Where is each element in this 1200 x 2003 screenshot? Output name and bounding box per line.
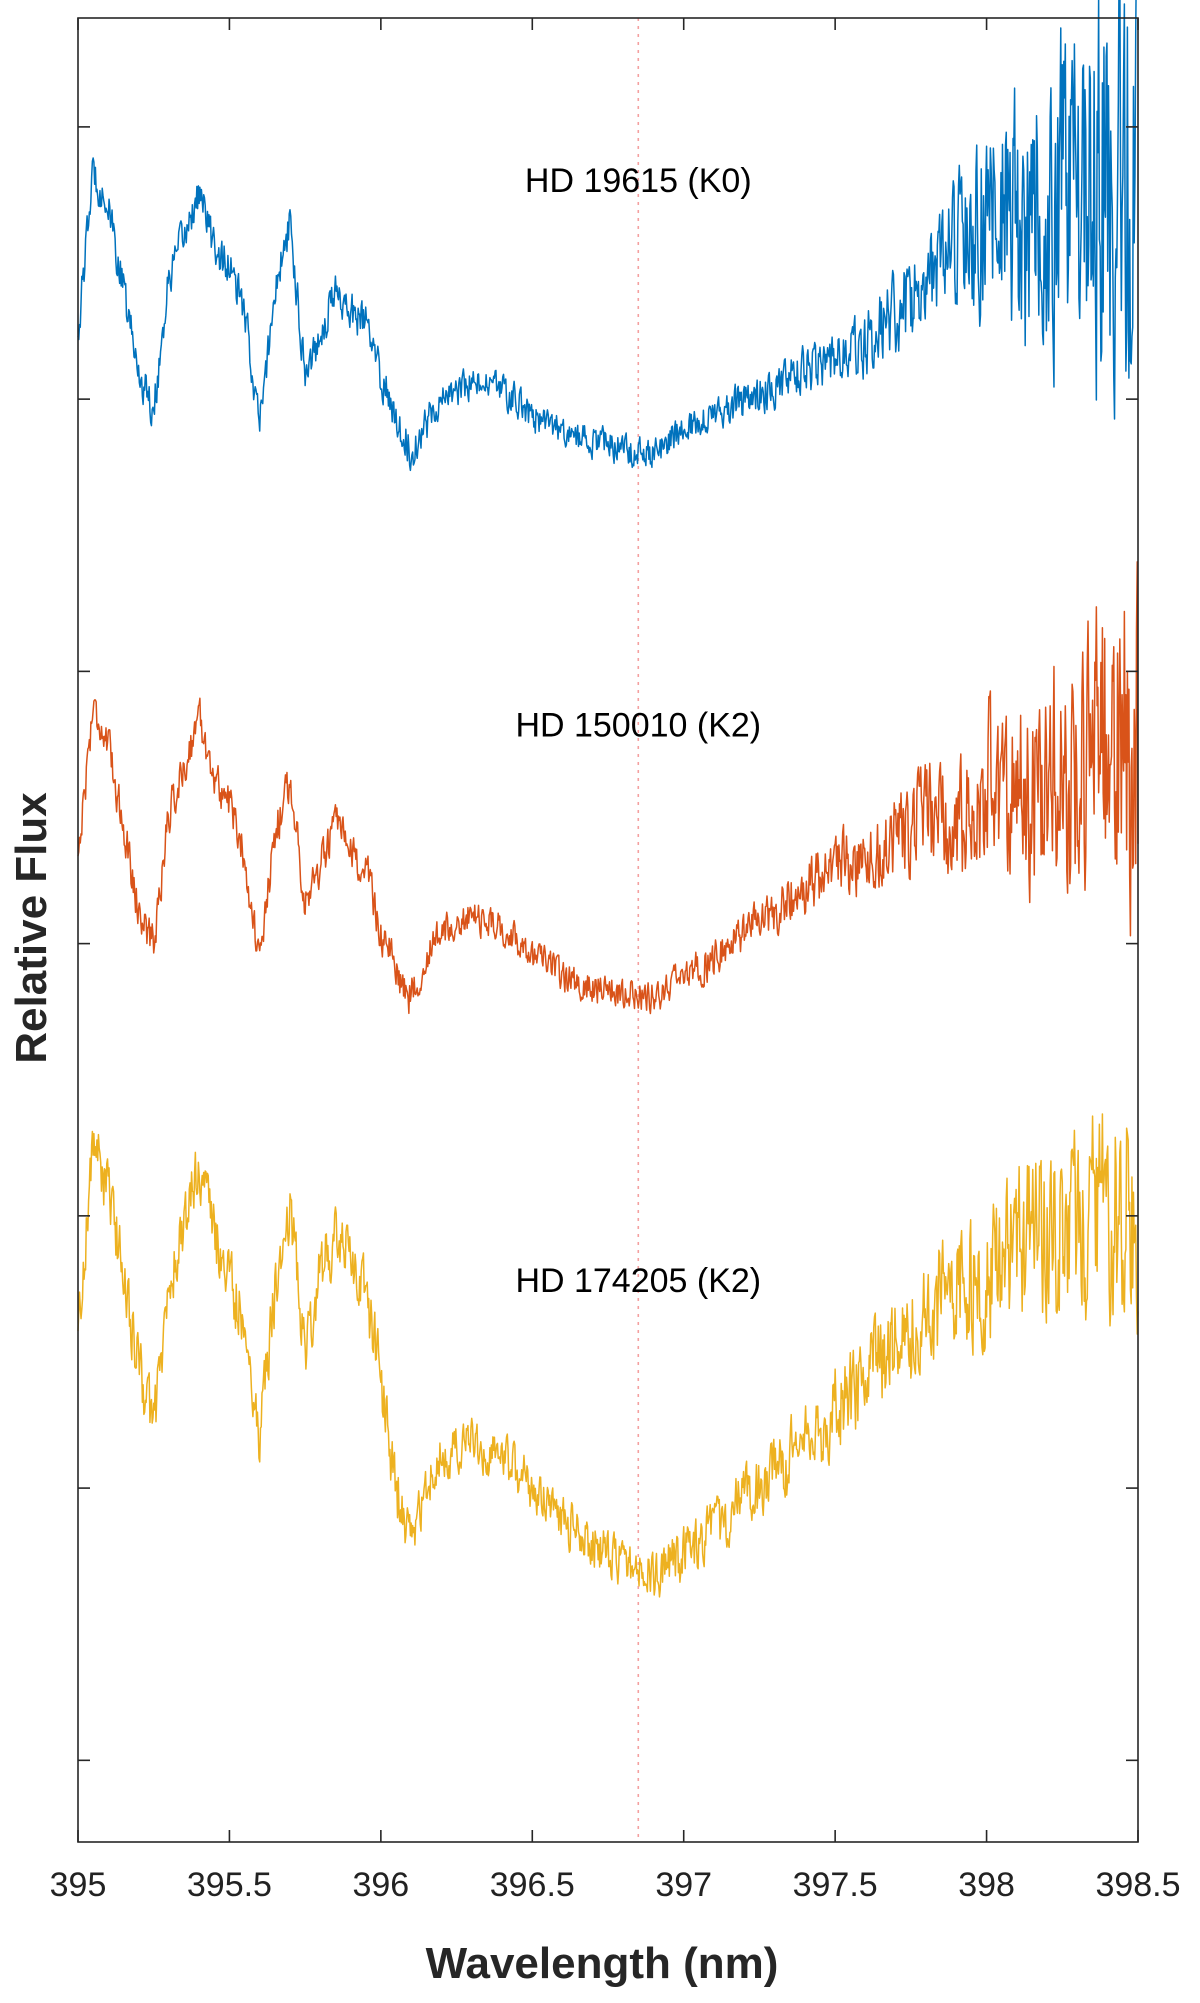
tick-layer: 395 395.5 396 396.5 397 397.5 398 398.5 [50,18,1181,1904]
x-tick-label: 398.5 [1095,1866,1180,1904]
y-axis-title: Relative Flux [7,792,56,1064]
plot-frame [77,17,1139,1843]
axes-frame [77,17,1139,1843]
series-hd19615 [77,0,1137,472]
x-tick-label: 398 [958,1866,1015,1904]
x-tick-label: 396 [352,1866,409,1904]
x-axis-title: Wavelength (nm) [426,1939,779,1988]
series-hd174205 [77,1113,1139,1598]
series-hd150010 [77,561,1139,1015]
x-tick-label: 396.5 [490,1866,575,1904]
x-tick-label: 395 [50,1866,107,1904]
series-layer [77,0,1139,1598]
label-hd19615: HD 19615 (K0) [525,162,752,200]
x-tick-label: 397 [655,1866,712,1904]
series-label-layer: HD 19615 (K0) HD 150010 (K2) HD 174205 (K2… [515,162,761,1300]
x-tick-label: 395.5 [187,1866,272,1904]
x-tick-label: 397.5 [793,1866,878,1904]
label-hd174205: HD 174205 (K2) [515,1262,761,1300]
label-hd150010: HD 150010 (K2) [515,707,761,745]
